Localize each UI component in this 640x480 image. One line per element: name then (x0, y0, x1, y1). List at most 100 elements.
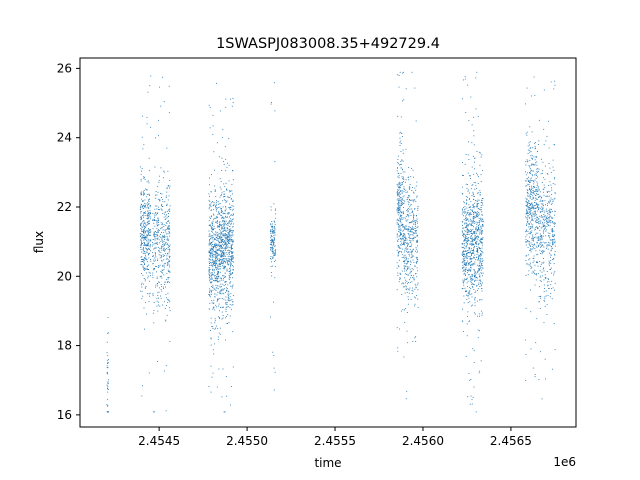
data-point (225, 296, 227, 298)
data-point (468, 240, 470, 242)
data-point (140, 223, 142, 225)
data-point (462, 224, 463, 226)
data-point (225, 242, 227, 244)
data-point (408, 274, 410, 276)
data-point (146, 218, 148, 220)
data-point (227, 260, 229, 262)
data-point (551, 202, 553, 204)
data-point (475, 242, 477, 244)
data-point (227, 238, 228, 240)
data-point (221, 228, 223, 230)
data-point (211, 236, 213, 238)
data-point (548, 281, 550, 283)
data-point (530, 226, 532, 228)
data-point (527, 210, 529, 212)
data-point (477, 208, 479, 210)
data-point (465, 219, 467, 221)
data-point (165, 243, 167, 245)
data-point (209, 248, 211, 250)
data-point (413, 199, 415, 201)
data-point (531, 212, 533, 214)
data-point (213, 203, 215, 205)
data-point (527, 190, 529, 192)
data-point (477, 236, 479, 238)
data-point (397, 265, 399, 267)
data-point (223, 268, 225, 270)
data-point (462, 193, 464, 195)
data-point (223, 196, 225, 197)
data-point (147, 249, 149, 251)
data-point (216, 267, 218, 269)
data-point (464, 262, 466, 264)
data-point (407, 228, 409, 230)
data-point (230, 198, 232, 200)
data-point (473, 198, 474, 200)
data-point (397, 223, 399, 225)
data-point (161, 224, 163, 225)
data-point (154, 247, 156, 249)
data-point (399, 183, 401, 185)
data-point (478, 214, 480, 216)
data-point (214, 328, 216, 330)
data-point (163, 237, 165, 239)
data-point (212, 224, 214, 226)
data-point (219, 262, 221, 264)
data-point (272, 241, 274, 243)
data-point (271, 232, 273, 234)
data-point (148, 170, 150, 172)
data-point (209, 241, 211, 243)
data-point (525, 164, 527, 166)
data-point (526, 210, 528, 212)
data-point (473, 231, 475, 233)
data-point (397, 115, 399, 117)
data-point (541, 226, 543, 228)
data-point (548, 201, 550, 203)
data-point (463, 280, 465, 282)
data-point (527, 240, 528, 241)
data-point (404, 181, 406, 183)
data-point (479, 275, 481, 277)
data-point (166, 258, 167, 260)
data-point (482, 238, 484, 240)
data-point (475, 237, 476, 239)
data-point (529, 209, 531, 210)
data-point (534, 210, 536, 212)
data-point (464, 227, 466, 229)
data-point (525, 223, 527, 225)
data-point (209, 253, 211, 255)
data-point (529, 236, 531, 238)
data-point (222, 263, 224, 265)
data-point (159, 287, 160, 289)
data-point (543, 177, 544, 179)
data-point (228, 243, 230, 244)
data-point (536, 190, 538, 192)
data-point (216, 285, 218, 287)
data-point (166, 258, 168, 260)
data-point (544, 215, 546, 217)
data-point (465, 218, 466, 219)
data-point (547, 190, 549, 192)
data-point (154, 213, 156, 215)
data-point (532, 248, 534, 250)
data-point (413, 232, 415, 234)
data-point (404, 227, 406, 229)
data-point (481, 201, 483, 203)
data-point (146, 193, 148, 195)
data-point (474, 263, 476, 265)
data-point (228, 241, 230, 243)
data-point (224, 237, 226, 239)
data-point (544, 227, 546, 229)
data-point (215, 253, 217, 255)
data-point (475, 212, 477, 214)
data-point (545, 378, 547, 380)
data-point (213, 287, 215, 289)
data-point (403, 217, 405, 219)
y-tick-label: 20 (57, 269, 72, 283)
data-point (221, 253, 222, 255)
data-point (160, 275, 162, 277)
data-point (547, 285, 549, 287)
data-point (143, 229, 145, 231)
data-point (415, 241, 417, 243)
data-point (404, 270, 406, 272)
data-point (157, 260, 158, 261)
